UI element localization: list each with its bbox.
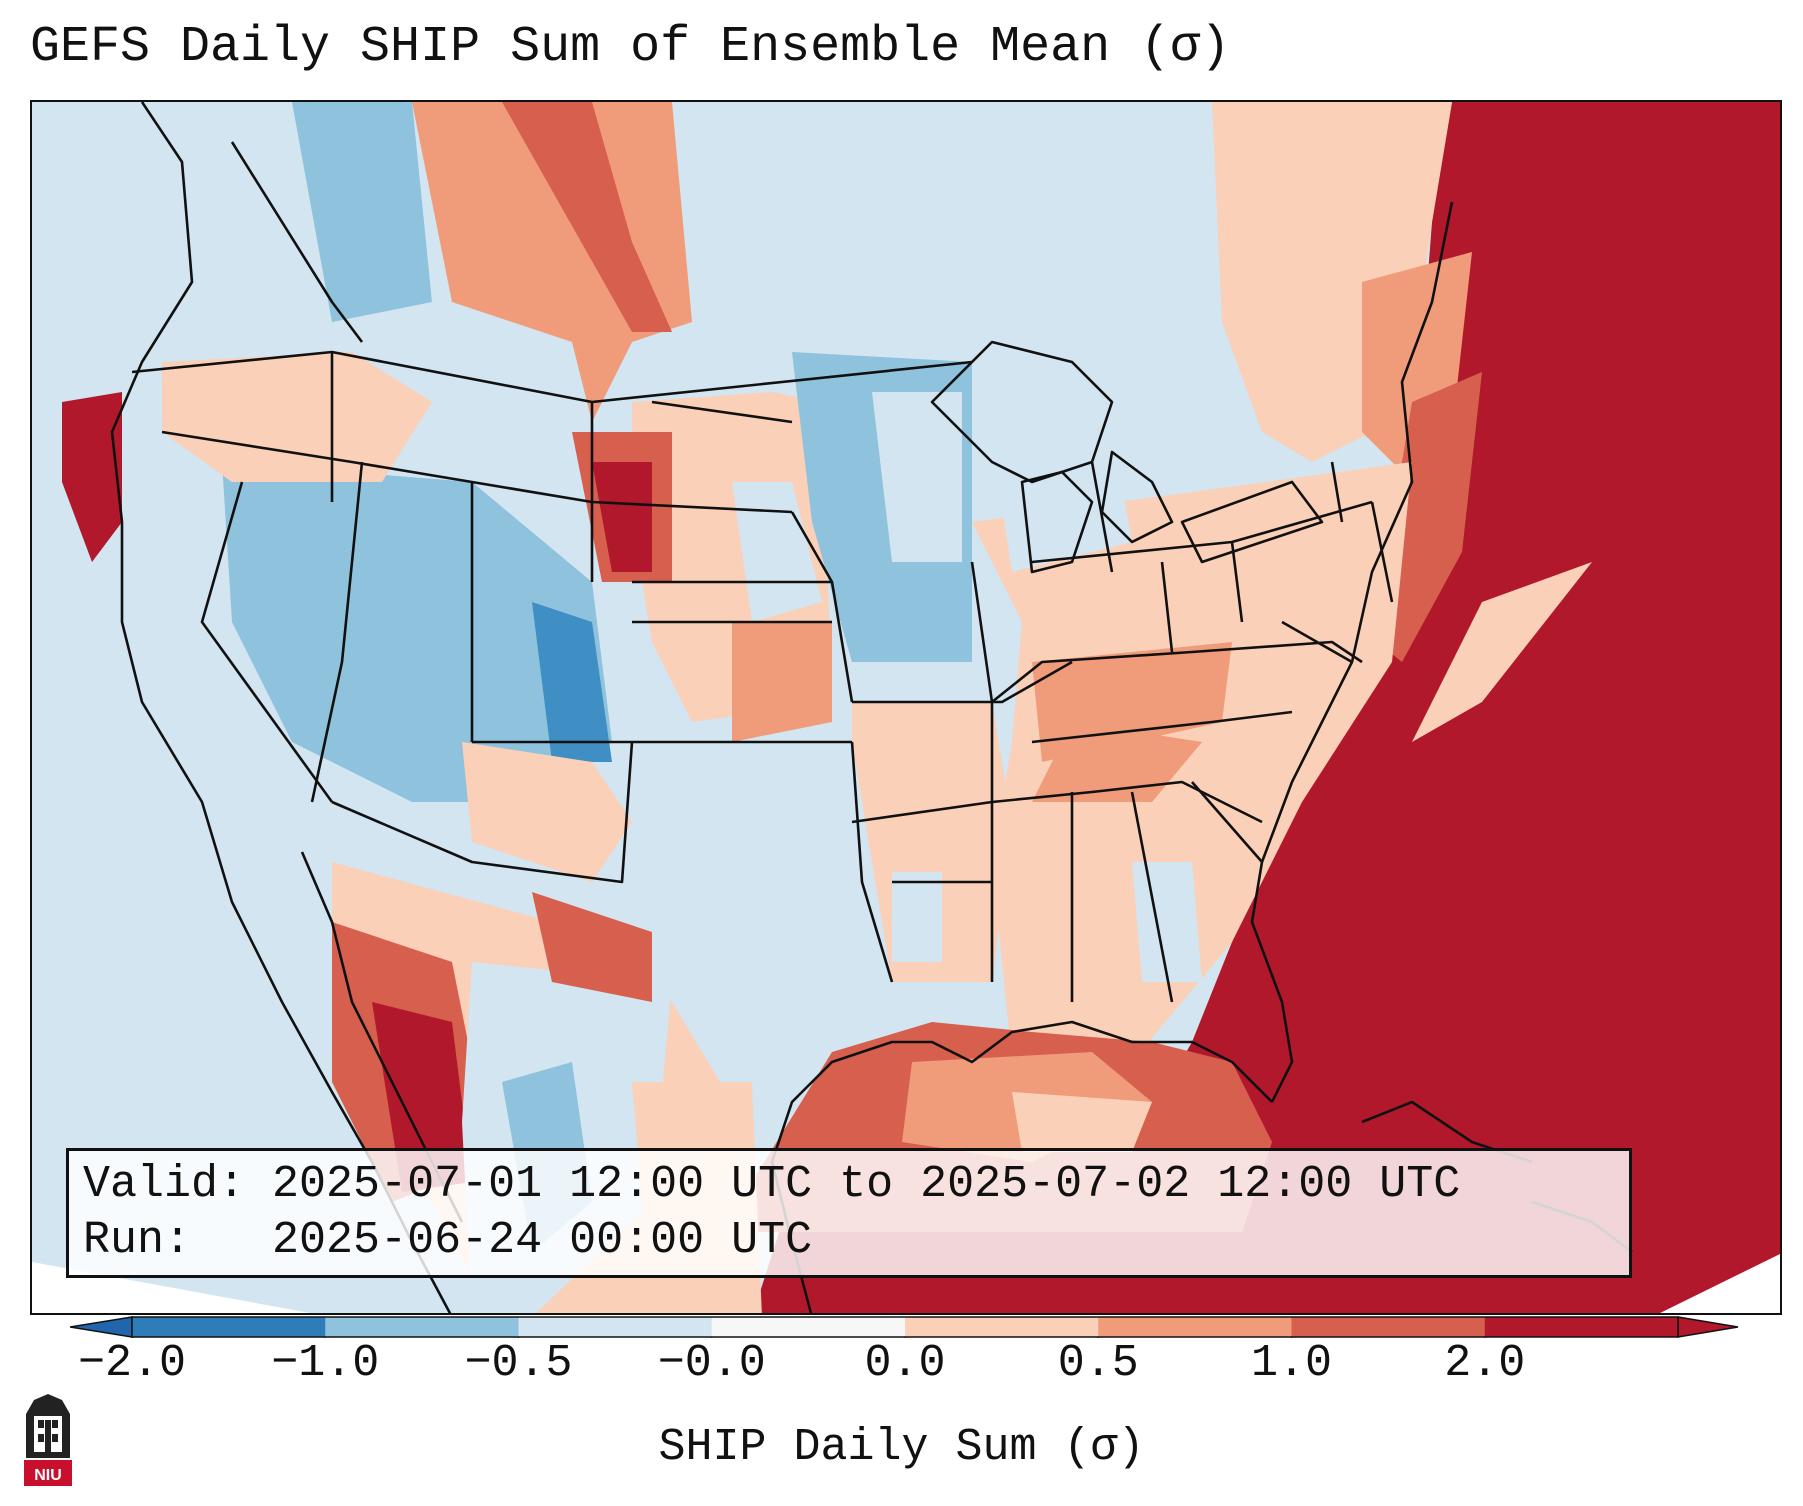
boundary-line [850, 741, 894, 983]
valid-row: Valid: 2025-07-01 12:00 UTC to 2025-07-0… [83, 1157, 1615, 1213]
info-box: Valid: 2025-07-01 12:00 UTC to 2025-07-0… [66, 1148, 1632, 1278]
tennessee-anomaly [1032, 722, 1202, 802]
wisconsin-light-blue [872, 392, 962, 562]
boundary-line [1281, 620, 1353, 664]
map-title: GEFS Daily SHIP Sum of Ensemble Mean (σ) [30, 19, 1231, 76]
gulf-center-light [1012, 1092, 1152, 1152]
boundary-line [310, 461, 364, 803]
colorbar-ticks: −2.0 −1.0 −0.5 −0.0 0.0 0.5 1.0 2.0 [0, 1336, 1803, 1396]
colorbar-segment [711, 1317, 906, 1337]
colorbar-segment [905, 1317, 1099, 1337]
colorado-dark-blue [532, 602, 612, 762]
boundary-line [852, 660, 1073, 704]
oregon-coast-dark [62, 392, 122, 562]
baja-dark-red [372, 1002, 472, 1192]
atlantic-anomaly [753, 102, 1780, 1313]
montana-anomaly [412, 102, 692, 422]
boundary-line [1100, 450, 1174, 544]
boundary-line [1020, 470, 1094, 574]
boundary-line [790, 511, 834, 583]
boundary-line [991, 780, 1263, 824]
texas-light-blue [632, 742, 892, 1062]
boundary-line [930, 340, 1114, 484]
oregon-anomaly [162, 352, 432, 482]
boundary-line [1160, 561, 1174, 653]
colorbar-segment [325, 1317, 519, 1337]
wyoming-dark-core [592, 462, 652, 572]
colorbar-segment [1484, 1317, 1679, 1337]
colorbar-tick-label: 0.5 [1057, 1338, 1139, 1389]
valid-label: Valid: [83, 1159, 246, 1210]
northwest-blue [292, 102, 432, 322]
montana-red-core [502, 102, 672, 332]
boundary-line [110, 102, 452, 1313]
run-label: Run: [83, 1215, 192, 1266]
colorbar-segment [1098, 1317, 1292, 1337]
colorbar-under-arrow [70, 1316, 133, 1338]
colorbar-tick-label: −1.0 [271, 1338, 380, 1389]
logo-text: NIU [34, 1467, 62, 1484]
arizona-light-red [462, 742, 632, 882]
eastern-us-anomaly [972, 462, 1412, 1062]
colorbar-tick-label: 2.0 [1444, 1338, 1526, 1389]
map-svg [32, 102, 1780, 1313]
boundary-line [1370, 501, 1394, 603]
valid-value: 2025-07-01 12:00 UTC to 2025-07-02 12:00… [272, 1159, 1461, 1210]
boundary-line [1191, 781, 1263, 863]
colorbar-tick-label: −0.5 [464, 1338, 573, 1389]
boundary-line [1250, 201, 1454, 1103]
colorbar [70, 1316, 1739, 1338]
niu-logo: NIU [24, 1394, 72, 1486]
colorbar-segment [518, 1317, 713, 1337]
state-borders [110, 102, 1633, 1313]
boundary-line [1031, 710, 1293, 744]
boundary-line [331, 741, 634, 884]
anomaly-field [32, 102, 1780, 1313]
colorbar-tick-label: −0.0 [657, 1338, 766, 1389]
boundary-line [651, 400, 793, 424]
run-row: Run: 2025-06-24 00:00 UTC [83, 1213, 1615, 1269]
boundary-line [230, 141, 364, 343]
boundary-line [1090, 461, 1114, 573]
colorbar-tick-label: 1.0 [1250, 1338, 1333, 1389]
colorbar-over-arrow [1677, 1316, 1739, 1338]
colorbar-tick-label: 0.0 [864, 1338, 946, 1389]
louisiana-light-blue [892, 872, 942, 962]
shaded-map [30, 100, 1782, 1315]
boundary-line [131, 350, 973, 404]
boundary-line [1330, 461, 1344, 523]
nebraska-light-blue [732, 482, 822, 622]
run-value: 2025-06-24 00:00 UTC [272, 1215, 813, 1266]
kansas-anomaly [732, 622, 832, 742]
colorbar-segment [1291, 1317, 1486, 1337]
boundary-line [1230, 541, 1244, 623]
boundary-line [1180, 480, 1324, 564]
georgia-light-blue [1132, 862, 1202, 982]
colorbar-tick-label: −2.0 [77, 1338, 187, 1389]
colorbar-label: SHIP Daily Sum (σ) [658, 1422, 1145, 1473]
atlantic-light-band [1412, 562, 1592, 742]
boundary-line [1130, 791, 1174, 1003]
colorbar-segment [132, 1317, 326, 1337]
great-basin-blue [222, 462, 612, 802]
new-mexico-red [532, 892, 652, 1002]
boundary-line [991, 640, 1363, 704]
boundary-line [200, 481, 334, 803]
boundary-line [851, 800, 993, 824]
outside-domain-bottom-right [1660, 1253, 1780, 1313]
